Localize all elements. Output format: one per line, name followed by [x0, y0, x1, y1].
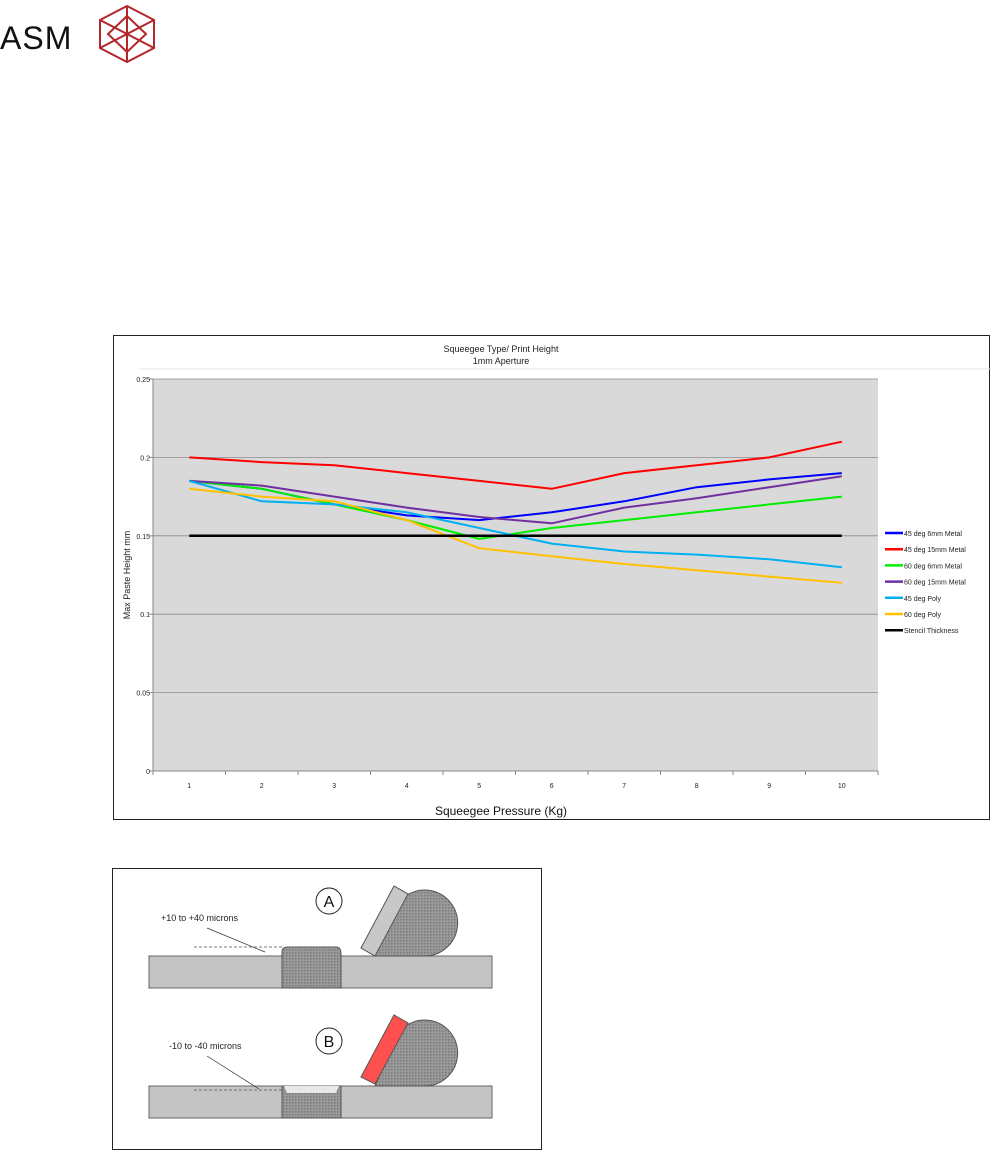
x-tick-label: 6: [550, 783, 554, 790]
legend-label: 45 deg 15mm Metal: [904, 547, 966, 554]
paste-recess-b: [284, 1086, 339, 1093]
legend-label: 60 deg 6mm Metal: [904, 563, 962, 570]
arrow-a: [206, 927, 266, 953]
y-tick-label: 0.15: [136, 534, 150, 541]
squeegee-blade-a: [360, 885, 409, 957]
x-axis-label: Squeegee Pressure (Kg): [435, 804, 567, 818]
chart-title: Squeegee Type/ Print Height: [444, 344, 559, 354]
x-tick-label: 5: [477, 783, 481, 790]
asm-logo: ASM: [0, 4, 170, 64]
y-axis-label: Max Paste Height mm: [122, 531, 132, 620]
series-line-5: [189, 487, 842, 584]
chart-subtitle: 1mm Aperture: [473, 356, 530, 366]
circle-b: [315, 1027, 343, 1055]
squeegee-diagram: +10 to +40 microns A -10 to -40 microns …: [112, 868, 542, 1150]
legend-label: 45 deg Poly: [904, 596, 941, 603]
x-tick-label: 7: [622, 783, 626, 790]
series-line-3: [189, 475, 842, 525]
logo-emblem-icon: [99, 4, 155, 64]
logo-text: ASM: [0, 20, 73, 56]
diagram-a: +10 to +40 microns A: [148, 885, 493, 989]
legend-label: 45 deg 6mm Metal: [904, 531, 962, 538]
legend-label: 60 deg 15mm Metal: [904, 580, 966, 587]
circle-a-label: A: [324, 894, 335, 911]
line-chart: Squeegee Type/ Print Height 1mm Aperture…: [122, 344, 991, 818]
y-tick-label: 0.1: [140, 612, 150, 619]
legend-label: Stencil Thickness: [904, 628, 959, 635]
series-line-2: [189, 479, 842, 540]
label-text-a: +10 to +40 microns: [161, 913, 239, 923]
chart-container: Squeegee Type/ Print Height 1mm Aperture…: [113, 335, 991, 820]
x-tick-label: 2: [260, 783, 264, 790]
x-tick-label: 10: [838, 783, 846, 790]
x-tick-label: 8: [695, 783, 699, 790]
x-tick-label: 4: [405, 783, 409, 790]
y-tick-label: 0: [146, 769, 150, 776]
plot-area: [153, 379, 878, 771]
y-tick-label: 0.2: [140, 455, 150, 462]
y-tick-label: 0.25: [136, 377, 150, 384]
series-line-1: [189, 440, 843, 490]
label-text-b: -10 to -40 microns: [169, 1041, 242, 1051]
x-tick-label: 1: [187, 783, 191, 790]
y-tick-label: 0.05: [136, 691, 150, 698]
paste-deposit-a: [281, 946, 342, 989]
circle-b-label: B: [324, 1034, 335, 1051]
diagram-b: -10 to -40 microns B: [148, 1014, 493, 1119]
circle-a: [315, 887, 343, 915]
arrow-b: [206, 1055, 260, 1090]
x-tick-label: 9: [767, 783, 771, 790]
legend-label: 60 deg Poly: [904, 612, 941, 619]
x-tick-label: 3: [332, 783, 336, 790]
squeegee-blade-b: [360, 1014, 409, 1085]
